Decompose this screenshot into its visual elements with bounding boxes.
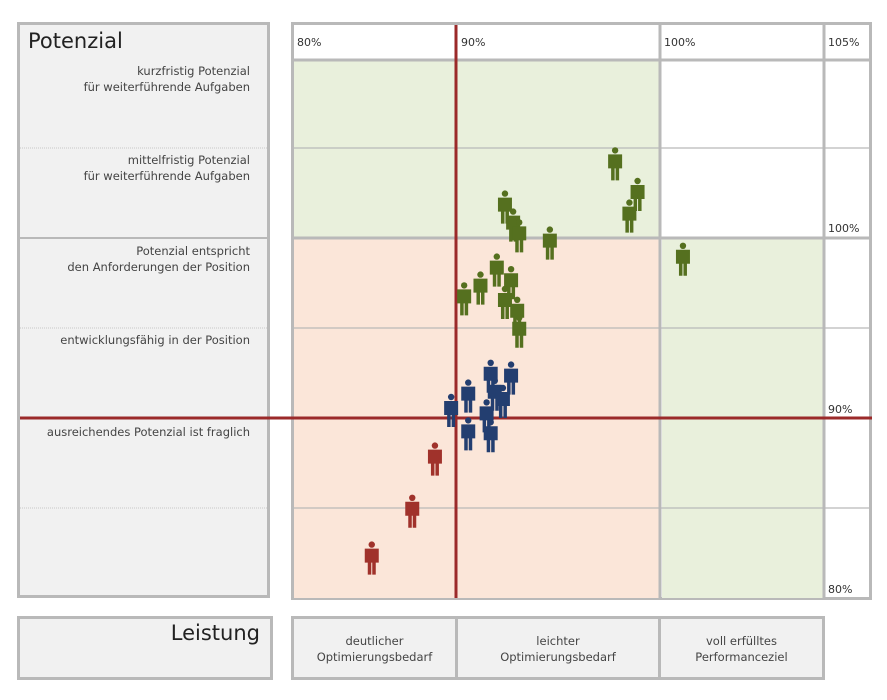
figure-green-6: [512, 219, 527, 253]
potenzial-title: Potenzial: [28, 29, 123, 53]
top-tick-90: 90%: [461, 36, 486, 49]
figure-red-2: [364, 541, 379, 575]
bottom-label-2: leichter Optimierungsbedarf: [455, 616, 661, 680]
figure-green-11: [457, 282, 472, 316]
row-label-2: mittelfristig Potenzial für weiterführen…: [83, 153, 250, 183]
figure-blue-1: [504, 361, 519, 395]
figure-blue-5: [444, 393, 459, 427]
figure-blue-3: [495, 384, 510, 418]
row-label-5: ausreichendes Potenzial ist fraglich: [46, 425, 250, 439]
row-label-4: entwicklungsfähig in der Position: [60, 333, 250, 347]
figure-green-10: [473, 271, 488, 305]
zone-white-top-right: [662, 60, 824, 238]
figure-blue-8: [483, 419, 498, 453]
figure-green-14: [512, 314, 527, 348]
potenzial-panel: [17, 22, 270, 598]
figure-green-12: [497, 285, 512, 319]
figure-green-3: [675, 242, 690, 276]
figure-blue-6: [479, 399, 494, 433]
row-label-3: Potenzial entspricht den Anforderungen d…: [67, 244, 250, 274]
figure-blue-4: [461, 379, 476, 413]
figure-red-1: [405, 494, 420, 528]
bottom-label-3: voll erfülltes Performanceziel: [658, 616, 825, 680]
figure-green-8: [489, 253, 504, 287]
figure-green-2: [622, 199, 637, 233]
right-tick-90: 90%: [828, 403, 853, 416]
top-tick-80: 80%: [297, 36, 322, 49]
right-tick-80: 80%: [828, 583, 853, 596]
top-tick-105: 105%: [828, 36, 860, 49]
leistung-row: Leistung deutlicher Optimierungsbedarf l…: [17, 616, 825, 680]
bottom-label-1: deutlicher Optimierungsbedarf: [291, 616, 458, 680]
right-tick-100: 100%: [828, 222, 860, 235]
figure-green-1: [630, 177, 645, 211]
zone-green-top: [294, 60, 660, 238]
figure-blue-7: [461, 417, 476, 451]
leistung-title: Leistung: [170, 621, 260, 645]
figure-green-7: [542, 226, 557, 260]
figure-green-9: [504, 266, 519, 300]
row-label-1: kurzfristig Potenzial für weiterführende…: [83, 64, 250, 94]
figure-green-0: [608, 147, 623, 181]
leistung-cell: Leistung: [17, 616, 273, 680]
figure-red-0: [427, 442, 442, 476]
top-tick-100: 100%: [664, 36, 696, 49]
